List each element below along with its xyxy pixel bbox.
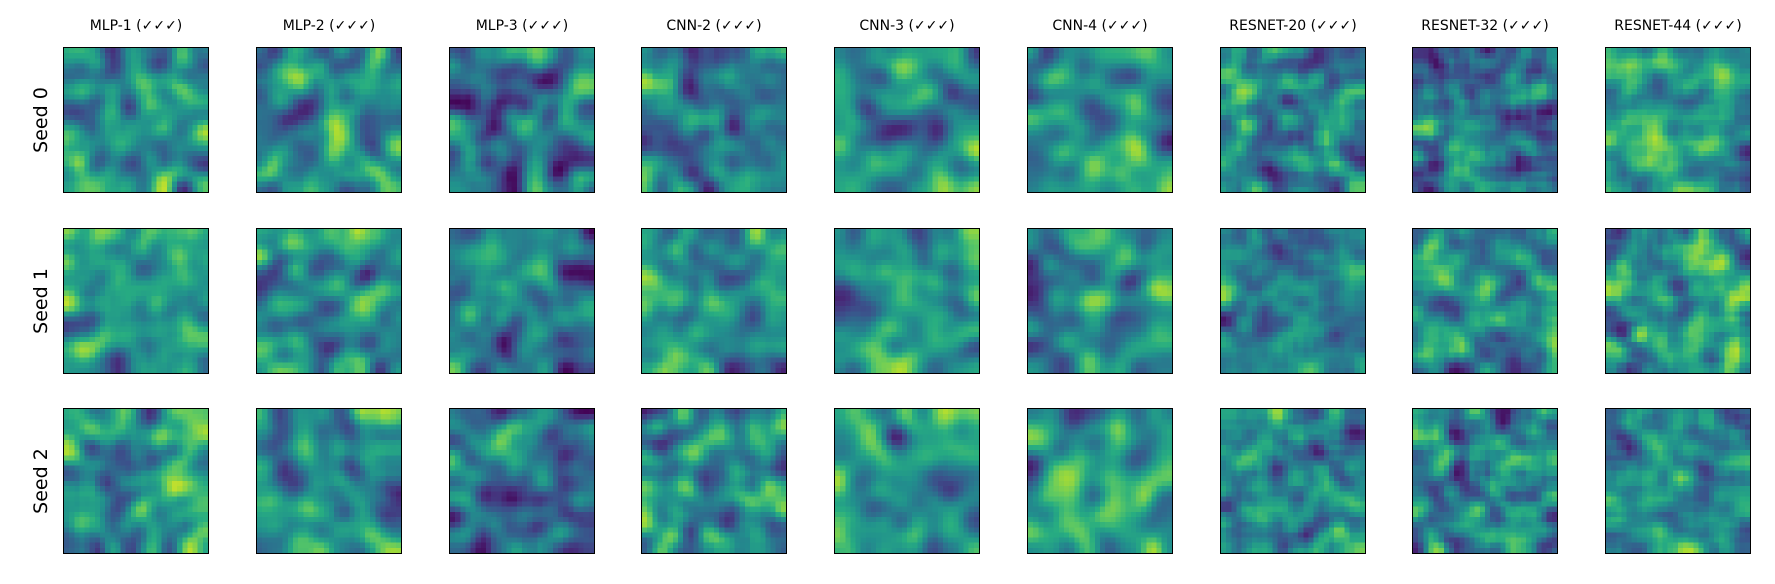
- heatmap-image: [1221, 229, 1365, 373]
- heatmap-panel-cnn-4-seed-1: [1027, 228, 1173, 374]
- heatmap-panel-cnn-4-seed-0: [1027, 47, 1173, 193]
- heatmap-panel-mlp-1-seed-0: [63, 47, 209, 193]
- heatmap-panel-resnet-32-seed-2: [1412, 408, 1558, 554]
- heatmap-image: [835, 48, 979, 192]
- heatmap-image: [1221, 48, 1365, 192]
- heatmap-image: [1413, 409, 1557, 553]
- heatmap-panel-mlp-2-seed-0: [256, 47, 402, 193]
- heatmap-image: [64, 48, 208, 192]
- row-label-seed-2: Seed 2: [30, 448, 53, 514]
- row-label-seed-1: Seed 1: [30, 268, 53, 334]
- heatmap-image: [642, 409, 786, 553]
- heatmap-image: [64, 409, 208, 553]
- column-title-cnn-2: CNN-2 (✓✓✓): [666, 18, 762, 34]
- heatmap-panel-cnn-4-seed-2: [1027, 408, 1173, 554]
- heatmap-panel-resnet-20-seed-1: [1220, 228, 1366, 374]
- heatmap-image: [1413, 48, 1557, 192]
- heatmap-panel-mlp-1-seed-1: [63, 228, 209, 374]
- heatmap-panel-mlp-3-seed-0: [449, 47, 595, 193]
- heatmap-panel-mlp-1-seed-2: [63, 408, 209, 554]
- column-title-mlp-2: MLP-2 (✓✓✓): [282, 18, 376, 34]
- heatmap-panel-resnet-44-seed-0: [1605, 47, 1751, 193]
- heatmap-image: [450, 409, 594, 553]
- heatmap-panel-mlp-2-seed-2: [256, 408, 402, 554]
- heatmap-image: [835, 409, 979, 553]
- column-title-mlp-3: MLP-3 (✓✓✓): [475, 18, 569, 34]
- heatmap-panel-cnn-3-seed-1: [834, 228, 980, 374]
- heatmap-panel-resnet-20-seed-0: [1220, 47, 1366, 193]
- heatmap-image: [450, 48, 594, 192]
- heatmap-panel-cnn-2-seed-0: [641, 47, 787, 193]
- column-title-resnet-20: RESNET-20 (✓✓✓): [1229, 18, 1357, 34]
- heatmap-panel-resnet-44-seed-1: [1605, 228, 1751, 374]
- heatmap-panel-resnet-32-seed-0: [1412, 47, 1558, 193]
- heatmap-panel-cnn-3-seed-2: [834, 408, 980, 554]
- heatmap-image: [450, 229, 594, 373]
- heatmap-panel-mlp-3-seed-2: [449, 408, 595, 554]
- column-title-resnet-32: RESNET-32 (✓✓✓): [1421, 18, 1549, 34]
- heatmap-image: [1028, 229, 1172, 373]
- heatmap-image: [257, 48, 401, 192]
- heatmap-image: [642, 229, 786, 373]
- heatmap-image: [257, 229, 401, 373]
- heatmap-image: [1606, 48, 1750, 192]
- heatmap-image: [1028, 409, 1172, 553]
- heatmap-panel-cnn-2-seed-1: [641, 228, 787, 374]
- heatmap-panel-mlp-2-seed-1: [256, 228, 402, 374]
- heatmap-image: [835, 229, 979, 373]
- heatmap-image: [1413, 229, 1557, 373]
- heatmap-panel-mlp-3-seed-1: [449, 228, 595, 374]
- heatmap-image: [1606, 409, 1750, 553]
- heatmap-image: [642, 48, 786, 192]
- heatmap-panel-cnn-3-seed-0: [834, 47, 980, 193]
- heatmap-panel-resnet-44-seed-2: [1605, 408, 1751, 554]
- heatmap-image: [1606, 229, 1750, 373]
- heatmap-panel-resnet-20-seed-2: [1220, 408, 1366, 554]
- heatmap-image: [64, 229, 208, 373]
- column-title-resnet-44: RESNET-44 (✓✓✓): [1614, 18, 1742, 34]
- heatmap-panel-resnet-32-seed-1: [1412, 228, 1558, 374]
- column-title-cnn-4: CNN-4 (✓✓✓): [1052, 18, 1148, 34]
- heatmap-panel-cnn-2-seed-2: [641, 408, 787, 554]
- column-title-mlp-1: MLP-1 (✓✓✓): [89, 18, 183, 34]
- heatmap-image: [257, 409, 401, 553]
- row-label-seed-0: Seed 0: [30, 87, 53, 153]
- column-title-cnn-3: CNN-3 (✓✓✓): [859, 18, 955, 34]
- heatmap-image: [1221, 409, 1365, 553]
- heatmap-image: [1028, 48, 1172, 192]
